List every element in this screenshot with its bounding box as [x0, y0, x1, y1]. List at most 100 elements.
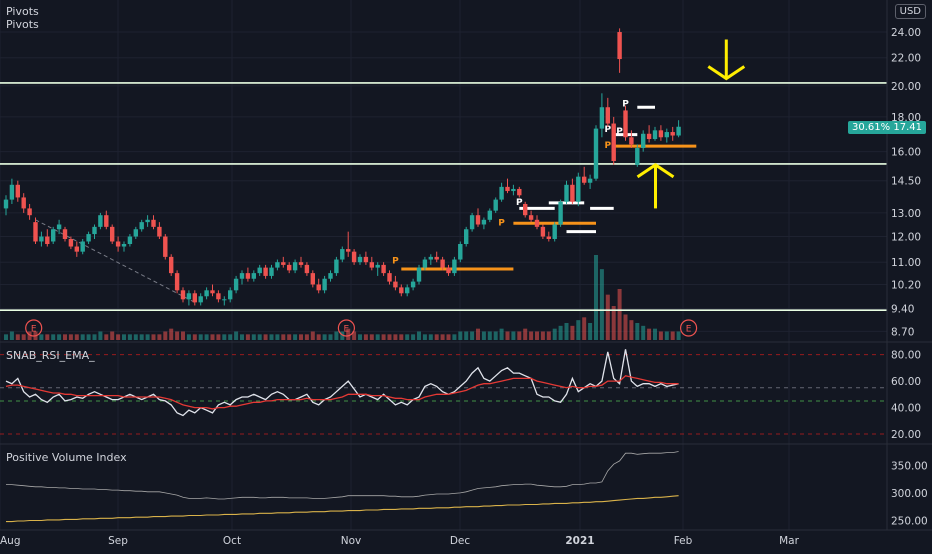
- candle: [62, 226, 68, 242]
- volume-bar: [186, 334, 191, 340]
- candle-body: [446, 267, 451, 274]
- rsi-pane-title[interactable]: SNAB_RSI_EMA_: [6, 349, 95, 362]
- candle-body: [198, 296, 203, 303]
- legend-pivots-2[interactable]: Pivots: [6, 18, 39, 31]
- candle: [292, 259, 298, 274]
- pivot-marker: P: [616, 127, 623, 137]
- candle-body: [251, 273, 256, 279]
- candle: [139, 219, 144, 232]
- candle: [210, 284, 215, 297]
- candle-body: [263, 267, 268, 276]
- candle-body: [163, 236, 168, 257]
- candle: [641, 130, 646, 152]
- arrow-up-icon: [636, 163, 675, 209]
- rsi-pane[interactable]: [0, 349, 887, 435]
- volume-bar: [9, 331, 14, 340]
- candle-body: [422, 259, 428, 268]
- price-tick-label: 9.40: [891, 304, 914, 316]
- volume-bar: [163, 331, 168, 340]
- volume-bar: [352, 331, 357, 340]
- candle-body: [475, 215, 481, 225]
- candle: [670, 126, 675, 141]
- candle: [658, 125, 664, 141]
- volume-bar: [358, 334, 362, 340]
- candle: [593, 125, 599, 181]
- candle: [458, 241, 463, 263]
- currency-badge[interactable]: USD: [894, 4, 926, 19]
- candle-body: [617, 32, 622, 60]
- candle: [92, 224, 97, 239]
- candle: [540, 224, 546, 239]
- candle: [428, 254, 433, 265]
- volume-bar: [334, 331, 339, 340]
- candle-body: [3, 199, 9, 209]
- volume-bar: [251, 334, 256, 340]
- volume-bar: [629, 320, 634, 340]
- x-tick-label: Sep: [108, 535, 128, 547]
- candle: [304, 262, 310, 276]
- volume-bar: [535, 331, 539, 340]
- volume-bar: [80, 334, 85, 340]
- series-line-rsi: [5, 349, 679, 417]
- candle-body: [239, 273, 245, 279]
- candle-body: [157, 226, 162, 237]
- volume-bar: [487, 331, 492, 340]
- candle-body: [287, 264, 292, 271]
- candle-body: [110, 226, 115, 242]
- candle-body: [86, 234, 91, 242]
- candle: [45, 229, 50, 247]
- volume-bar: [346, 328, 351, 340]
- candle-body: [51, 229, 56, 242]
- candle: [505, 178, 510, 194]
- candle: [80, 238, 85, 255]
- volume-bar: [546, 331, 551, 340]
- candle-body: [676, 126, 681, 136]
- candle: [263, 264, 268, 279]
- volume-bar: [181, 331, 185, 340]
- volume-bar: [4, 334, 8, 340]
- pivot-marker: P: [516, 198, 523, 208]
- last-price: 17.41: [893, 122, 922, 133]
- candle: [127, 234, 133, 247]
- volume-bar: [558, 325, 563, 340]
- pvi-pane-title[interactable]: Positive Volume Index: [6, 451, 127, 464]
- candle: [110, 224, 115, 244]
- candle: [629, 130, 634, 148]
- candle: [611, 116, 616, 165]
- candle: [233, 275, 239, 294]
- candle: [287, 262, 292, 274]
- volume-bar: [499, 328, 504, 340]
- candle: [86, 231, 91, 244]
- candle: [33, 217, 38, 244]
- candle-body: [499, 186, 504, 200]
- volume-bar: [175, 331, 180, 340]
- candle-body: [27, 208, 32, 216]
- candle: [493, 197, 498, 213]
- candle: [434, 251, 439, 263]
- candle-body: [281, 262, 286, 265]
- candle-body: [452, 259, 457, 274]
- volume-bar: [74, 334, 79, 340]
- price-tick-label: 24.00: [891, 27, 921, 39]
- volume-bar: [434, 334, 439, 340]
- candle-body: [228, 290, 233, 300]
- volume-bar: [576, 320, 581, 340]
- candle: [635, 144, 640, 167]
- volume-bar: [582, 317, 587, 340]
- pvi-pane[interactable]: [6, 451, 679, 523]
- candle-body: [357, 256, 363, 263]
- candle: [15, 180, 20, 202]
- pane-tick-label: 250.00: [891, 515, 928, 527]
- candle-body: [39, 236, 44, 242]
- candle: [174, 270, 180, 294]
- candle-body: [180, 290, 186, 300]
- volume-bar: [552, 328, 557, 340]
- candle: [446, 264, 451, 276]
- candle-body: [540, 226, 546, 237]
- legend-pivots-1[interactable]: Pivots: [6, 5, 39, 18]
- price-tick-label: 13.00: [891, 208, 921, 220]
- volume-bar: [263, 334, 268, 340]
